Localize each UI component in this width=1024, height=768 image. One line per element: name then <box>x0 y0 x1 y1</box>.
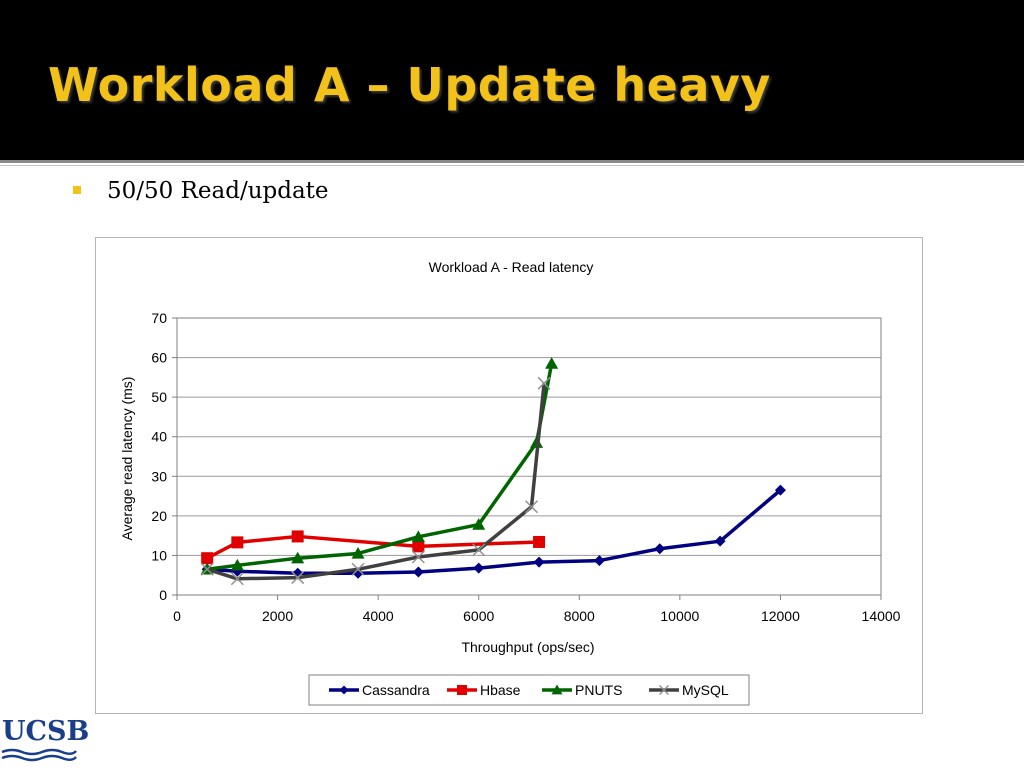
data-point-pnuts <box>291 551 305 564</box>
bullet-square-icon <box>73 186 81 194</box>
data-point-mysql <box>524 500 539 514</box>
data-point-cassandra <box>473 562 485 574</box>
data-point-mysql <box>472 543 486 557</box>
title-band <box>0 0 1024 160</box>
data-point-mysql <box>291 571 305 585</box>
data-point-mysql <box>537 376 551 390</box>
x-tick-label: 2000 <box>262 608 293 624</box>
legend-label-mysql: MySQL <box>682 682 729 698</box>
data-point-cassandra <box>533 556 545 568</box>
slide-title: Workload A – Update heavy <box>48 58 771 112</box>
line-chart: Workload A - Read latency 0 10 20 30 40 50 60 70… <box>119 259 901 706</box>
data-point-mysql <box>230 572 244 586</box>
data-point-pnuts <box>351 546 365 559</box>
data-point-cassandra <box>593 555 605 567</box>
x-tick-label: 6000 <box>463 608 494 624</box>
data-point-hbase <box>412 540 425 553</box>
bullet-text: 50/50 Read/update <box>107 178 329 204</box>
data-point-hbase <box>201 552 214 565</box>
chart-frame: Workload A - Read latency 0 10 20 30 40 50 60 70… <box>95 237 923 714</box>
data-point-cassandra <box>654 543 666 555</box>
x-axis-label: Throughput (ops/sec) <box>461 639 594 655</box>
plot-area <box>176 317 882 596</box>
legend-label-cassandra: Cassandra <box>362 682 430 698</box>
x-tick-label: 14000 <box>862 608 901 624</box>
legend-marker-cassandra <box>339 685 349 695</box>
data-point-cassandra <box>412 566 424 578</box>
x-tick-label: 4000 <box>363 608 394 624</box>
title-divider-thin <box>0 165 1024 166</box>
data-point-pnuts <box>545 357 559 369</box>
x-tick-label: 10000 <box>660 608 699 624</box>
data-point-cassandra <box>714 535 726 547</box>
series-line-pnuts <box>206 363 554 572</box>
legend-label-pnuts: PNUTS <box>575 682 622 698</box>
legend-label-hbase: Hbase <box>480 682 521 698</box>
x-tick-label: 12000 <box>761 608 800 624</box>
data-point-pnuts <box>472 518 486 530</box>
data-point-hbase <box>533 535 546 548</box>
chart-title: Workload A - Read latency <box>429 259 594 275</box>
data-point-hbase <box>231 536 244 549</box>
y-axis-label: Average read latency (ms) <box>119 377 135 541</box>
y-tick-label: 20 <box>151 508 167 524</box>
y-tick-label: 40 <box>151 429 167 445</box>
y-tick-label: 0 <box>159 587 167 603</box>
data-point-mysql <box>351 562 365 576</box>
data-point-cassandra <box>774 484 786 496</box>
title-divider <box>0 160 1024 163</box>
data-point-hbase <box>291 530 304 543</box>
y-tick-label: 30 <box>151 468 167 484</box>
data-point-pnuts <box>230 558 244 571</box>
logo-waves-icon <box>1 748 77 762</box>
data-point-pnuts <box>411 530 425 543</box>
legend-marker-mysql <box>658 684 670 696</box>
series-line-mysql <box>206 383 546 581</box>
data-point-mysql <box>200 562 214 576</box>
y-tick-label: 50 <box>151 389 167 405</box>
logo-text: UCSB <box>2 716 90 747</box>
y-tick-label: 60 <box>151 350 167 366</box>
ucsb-logo: UCSB <box>0 716 89 766</box>
x-tick-label: 0 <box>173 608 181 624</box>
legend-marker-hbase <box>457 685 467 695</box>
y-tick-label: 10 <box>151 547 167 563</box>
legend-marker-pnuts <box>551 684 563 695</box>
y-tick-label: 70 <box>151 310 167 326</box>
data-point-mysql <box>411 550 425 564</box>
x-tick-label: 8000 <box>564 608 595 624</box>
